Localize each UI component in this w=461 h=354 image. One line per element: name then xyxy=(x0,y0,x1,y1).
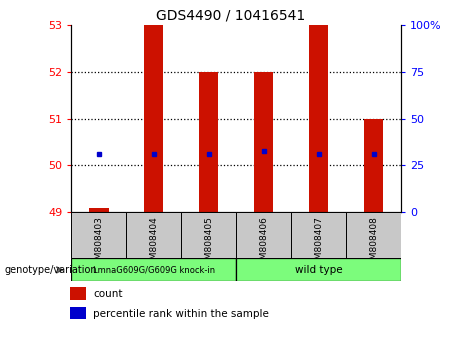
Bar xyxy=(126,212,181,258)
Text: percentile rank within the sample: percentile rank within the sample xyxy=(93,309,269,319)
Bar xyxy=(181,212,236,258)
Text: GSM808407: GSM808407 xyxy=(314,216,323,271)
Text: wild type: wild type xyxy=(295,265,343,275)
Text: GDS4490 / 10416541: GDS4490 / 10416541 xyxy=(156,9,305,23)
Text: GSM808404: GSM808404 xyxy=(149,216,159,271)
Bar xyxy=(236,212,291,258)
Bar xyxy=(364,119,383,212)
Bar xyxy=(144,25,164,212)
Text: GSM808408: GSM808408 xyxy=(369,216,378,271)
Bar xyxy=(89,208,108,212)
Text: GSM808406: GSM808406 xyxy=(259,216,268,271)
Bar xyxy=(236,258,401,281)
Bar xyxy=(309,25,328,212)
Text: GSM808405: GSM808405 xyxy=(204,216,213,271)
Bar xyxy=(71,287,86,299)
Bar xyxy=(71,258,236,281)
Bar xyxy=(71,212,126,258)
Text: genotype/variation: genotype/variation xyxy=(5,265,97,275)
Bar xyxy=(346,212,401,258)
Text: count: count xyxy=(93,289,123,299)
Bar xyxy=(254,72,273,212)
Text: LmnaG609G/G609G knock-in: LmnaG609G/G609G knock-in xyxy=(93,266,215,274)
Bar xyxy=(199,72,219,212)
Bar xyxy=(71,307,86,319)
Text: GSM808403: GSM808403 xyxy=(95,216,103,271)
Bar xyxy=(291,212,346,258)
